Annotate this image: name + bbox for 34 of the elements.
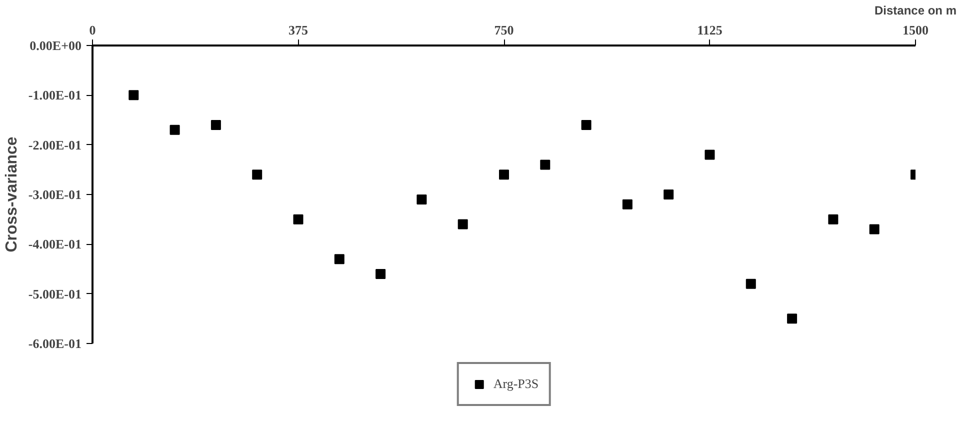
point bbox=[499, 170, 509, 180]
y-tick-label: -5.00E-01 bbox=[28, 286, 82, 302]
point bbox=[664, 190, 674, 200]
point bbox=[170, 124, 180, 135]
point bbox=[581, 120, 592, 130]
x-tick-label: 375 bbox=[288, 22, 308, 38]
y-tick-label: -1.00E-01 bbox=[28, 88, 82, 103]
point bbox=[828, 214, 838, 224]
x-axis-title: Distance on m bbox=[874, 4, 957, 18]
point bbox=[210, 120, 221, 130]
point bbox=[252, 170, 262, 180]
point bbox=[869, 224, 880, 234]
y-axis-title: Cross-variance bbox=[3, 136, 20, 252]
point bbox=[293, 214, 304, 224]
y-tick-label: -3.00E-01 bbox=[28, 187, 82, 202]
point bbox=[416, 194, 427, 204]
point bbox=[128, 90, 139, 100]
point bbox=[334, 254, 344, 264]
point bbox=[787, 314, 798, 324]
legend-label: Arg-P3S bbox=[493, 376, 539, 392]
y-tick-label: 0.00E+00 bbox=[30, 38, 82, 53]
point bbox=[704, 150, 715, 160]
x-tick-label: 750 bbox=[494, 22, 514, 38]
point bbox=[540, 160, 550, 170]
point bbox=[746, 278, 756, 289]
y-tick-label: -2.00E-01 bbox=[28, 137, 82, 152]
x-tick-label: 1500 bbox=[902, 22, 928, 38]
point bbox=[376, 268, 386, 279]
y-tick-label: -6.00E-01 bbox=[28, 336, 82, 351]
x-tick-label: 1125 bbox=[697, 22, 723, 38]
y-tick-label: -4.00E-01 bbox=[28, 236, 82, 252]
point bbox=[622, 199, 632, 210]
point bbox=[458, 219, 468, 230]
x-tick-label: 0 bbox=[89, 22, 96, 38]
